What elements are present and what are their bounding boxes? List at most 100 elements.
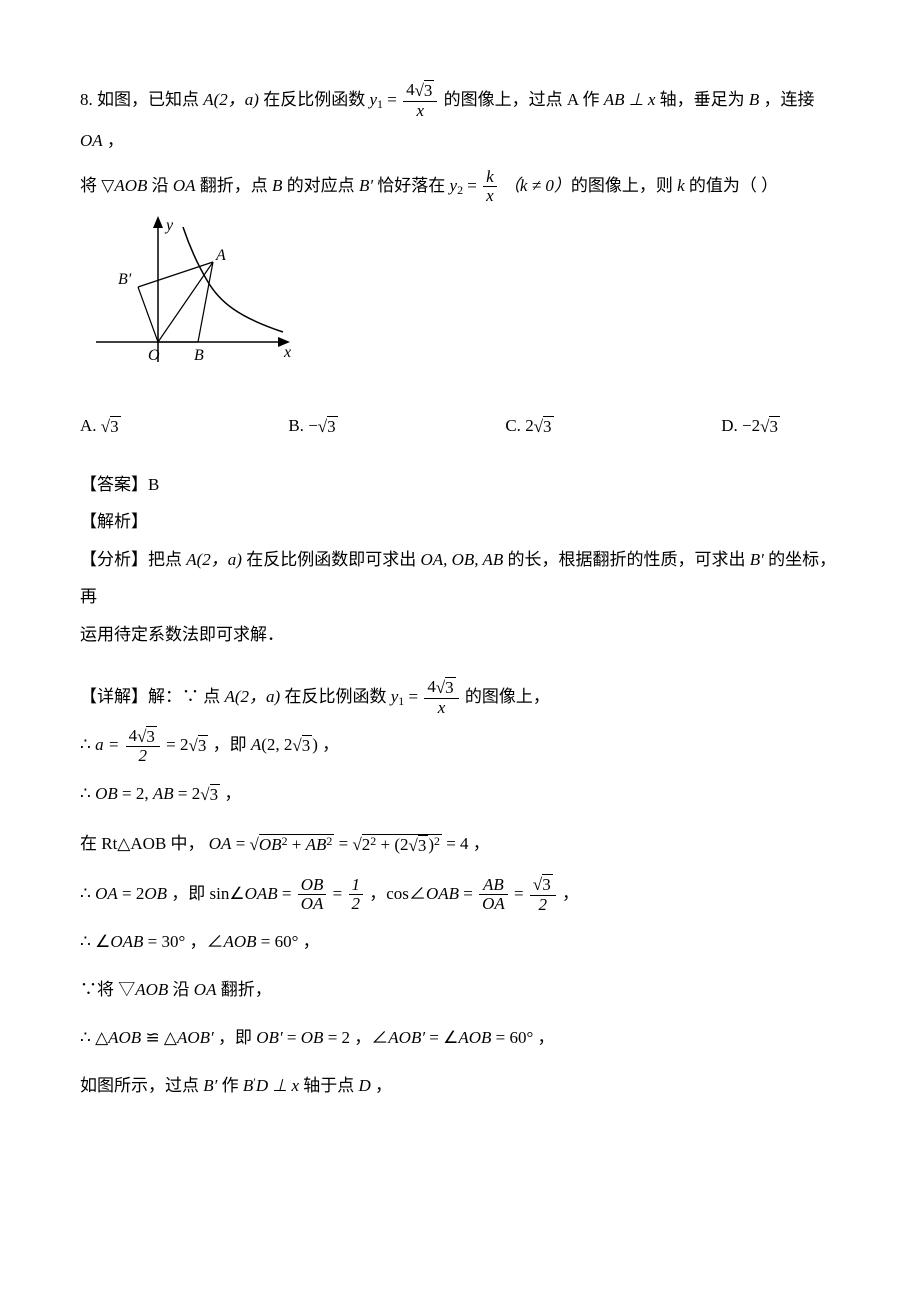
q-l1-mid: 在反比例函数	[259, 90, 370, 109]
d-s2-a: a =	[95, 735, 123, 754]
d-s2-tail: ，	[318, 735, 339, 754]
eq-sign-1: =	[383, 90, 401, 109]
q-l1-tail: ，连接	[759, 90, 814, 109]
page: 8. 如图，已知点 A(2，a) 在反比例函数 y1 = 43 x 的图像上，过…	[0, 0, 920, 1302]
detail-s9: 如图所示，过点 B′ 作 B′D ⊥ x 轴于点 D ，	[80, 1064, 840, 1108]
tri-1: ▽	[101, 176, 114, 195]
an-A: A(2，a)	[186, 550, 242, 569]
k-cond: （k ≠ 0）	[503, 176, 571, 195]
q-point-A: A(2，a)	[203, 90, 259, 109]
answer-label: 【答案】	[80, 475, 148, 494]
d-s1-tail: 的图像上，	[465, 687, 550, 706]
y2-frac: k x	[483, 168, 497, 206]
q-l1-prefix: 如图，已知点	[93, 90, 204, 109]
label-A: A	[215, 247, 226, 264]
d-s5-frac1: OBOA	[298, 876, 327, 914]
jiexi-label: 【解析】	[80, 503, 840, 540]
label-B: B	[194, 347, 204, 364]
y1-lhs: y	[369, 90, 377, 109]
ab-perp: AB ⊥ x	[604, 90, 656, 109]
label-O: O	[148, 347, 160, 364]
detail-s6: ∴ ∠OAB = 30° ，∠AOB = 60° ，	[80, 920, 840, 964]
d-s1-mid: 在反比例函数	[280, 687, 391, 706]
Bprime-1: B′	[359, 176, 373, 195]
OA-1: OA	[80, 131, 103, 150]
detail-s3: ∴ OB = 2, AB = 23 ，	[80, 772, 840, 817]
d-s2-frac: 43 2	[126, 727, 160, 766]
choice-A-label: A.	[80, 416, 101, 435]
d-s2-pre: ∴	[80, 735, 95, 754]
q-l1-after-perp: 轴，垂足为	[655, 90, 749, 109]
choice-D-label: D.	[721, 416, 742, 435]
label-Bprime: B'	[118, 271, 132, 288]
answer-line: 【答案】B	[80, 466, 840, 503]
d-s9-BD: B	[243, 1076, 253, 1095]
eq-sign-2: =	[463, 176, 481, 195]
analysis-label: 【分析】	[80, 550, 148, 569]
choice-C-label: C.	[505, 416, 525, 435]
q-l2-tail: 的值为（ ）	[685, 176, 779, 195]
choice-B-label: B.	[288, 416, 308, 435]
d-s9-end: ，	[371, 1076, 392, 1095]
choices-row: A. 3 B. −3 C. 23 D. −23	[80, 406, 780, 448]
q-l2-prefix: 将	[80, 176, 101, 195]
d-s5-frac2: 12	[349, 876, 364, 914]
q-l2-mid3: 的对应点	[282, 176, 359, 195]
AOB-1: AOB	[114, 176, 147, 195]
detail-s1: 【详解】解：∵ 点 A(2，a) 在反比例函数 y1 = 43 x 的图像上，	[80, 675, 840, 719]
label-x: x	[283, 344, 291, 361]
detail-s8: ∴ △AOB ≌ △AOB′ ，即 OB′ = OB = 2 ，∠AOB′ = …	[80, 1016, 840, 1060]
q-l1-end: ，	[103, 131, 124, 150]
figure: y x O B A B'	[88, 212, 840, 398]
q-l2-mid5: 的图像上，则	[571, 176, 677, 195]
q-l2-mid2: 翻折，点	[196, 176, 273, 195]
d-s9-Bp: B′	[203, 1076, 217, 1095]
choice-D: D. −23	[721, 406, 780, 448]
d-s2-eqv: = 2	[166, 735, 188, 754]
figure-svg: y x O B A B'	[88, 212, 298, 382]
an-t1: 把点	[148, 550, 186, 569]
OA-2: OA	[173, 176, 196, 195]
k-var: k	[677, 176, 685, 195]
detail-s5: ∴ OA = 2OB ，即 sin∠OAB = OBOA = 12 ，cos∠O…	[80, 872, 840, 916]
detail-s2: ∴ a = 43 2 = 23 ，即 A(2, 23) ，	[80, 723, 840, 768]
d-s1-pre: 解：∵ 点	[148, 687, 225, 706]
y2-lhs: y	[450, 176, 458, 195]
detail-block: 【详解】解：∵ 点 A(2，a) 在反比例函数 y1 = 43 x 的图像上， …	[80, 675, 840, 1109]
d-s1-eq: =	[404, 687, 422, 706]
y1-frac: 43 x	[403, 81, 437, 120]
question-line-2: 将 ▽AOB 沿 OA 翻折，点 B 的对应点 B′ 恰好落在 y2 = k x…	[80, 166, 840, 207]
choice-C: C. 23	[505, 406, 553, 448]
an-t3: 的长，根据翻折的性质，可求出	[503, 550, 750, 569]
analysis-line-1: 【分析】把点 A(2，a) 在反比例函数即可求出 OA, OB, AB 的长，根…	[80, 541, 840, 616]
an-OAOBAB: OA, OB, AB	[420, 550, 503, 569]
answer-block: 【答案】B 【解析】 【分析】把点 A(2，a) 在反比例函数即可求出 OA, …	[80, 466, 840, 653]
B-2: B	[272, 176, 282, 195]
d-s2-mid: ，即	[213, 735, 251, 754]
d-s5-tail: ，	[562, 884, 579, 903]
detail-s7: ∵将 ▽AOB 沿 OA 翻折，	[80, 968, 840, 1012]
d-s4-pre: 在 Rt△AOB 中，	[80, 834, 205, 853]
d-s1-frac: 43 x	[424, 678, 458, 717]
d-s9-D: D	[359, 1076, 371, 1095]
question-number: 8.	[80, 90, 93, 109]
d-s9-pre: 如图所示，过点	[80, 1076, 203, 1095]
d-s1-A: A(2，a)	[225, 687, 281, 706]
detail-label: 【详解】	[80, 687, 148, 706]
q-l1-after-frac: 的图像上，过点 A 作	[444, 90, 604, 109]
q-l2-mid1: 沿	[147, 176, 173, 195]
pt-B: B	[749, 90, 759, 109]
an-t2: 在反比例函数即可求出	[242, 550, 421, 569]
d-s9-tail: 轴于点	[299, 1076, 359, 1095]
q-l2-mid4: 恰好落在	[373, 176, 450, 195]
d-s2-A: A	[251, 735, 261, 754]
d-s9-mid: 作	[217, 1076, 243, 1095]
choice-B: B. −3	[288, 406, 337, 448]
choice-A: A. 3	[80, 406, 121, 448]
an-Bp: B′	[750, 550, 764, 569]
analysis-line-2: 运用待定系数法即可求解．	[80, 616, 840, 653]
question-line-1: 8. 如图，已知点 A(2，a) 在反比例函数 y1 = 43 x 的图像上，过…	[80, 80, 840, 162]
detail-s4: 在 Rt△AOB 中， OA = OB2 + AB2 = 22 + (23)2 …	[80, 822, 840, 868]
d-s5-frac3: ABOA	[479, 876, 508, 914]
d-s5-frac4: 32	[530, 875, 556, 914]
